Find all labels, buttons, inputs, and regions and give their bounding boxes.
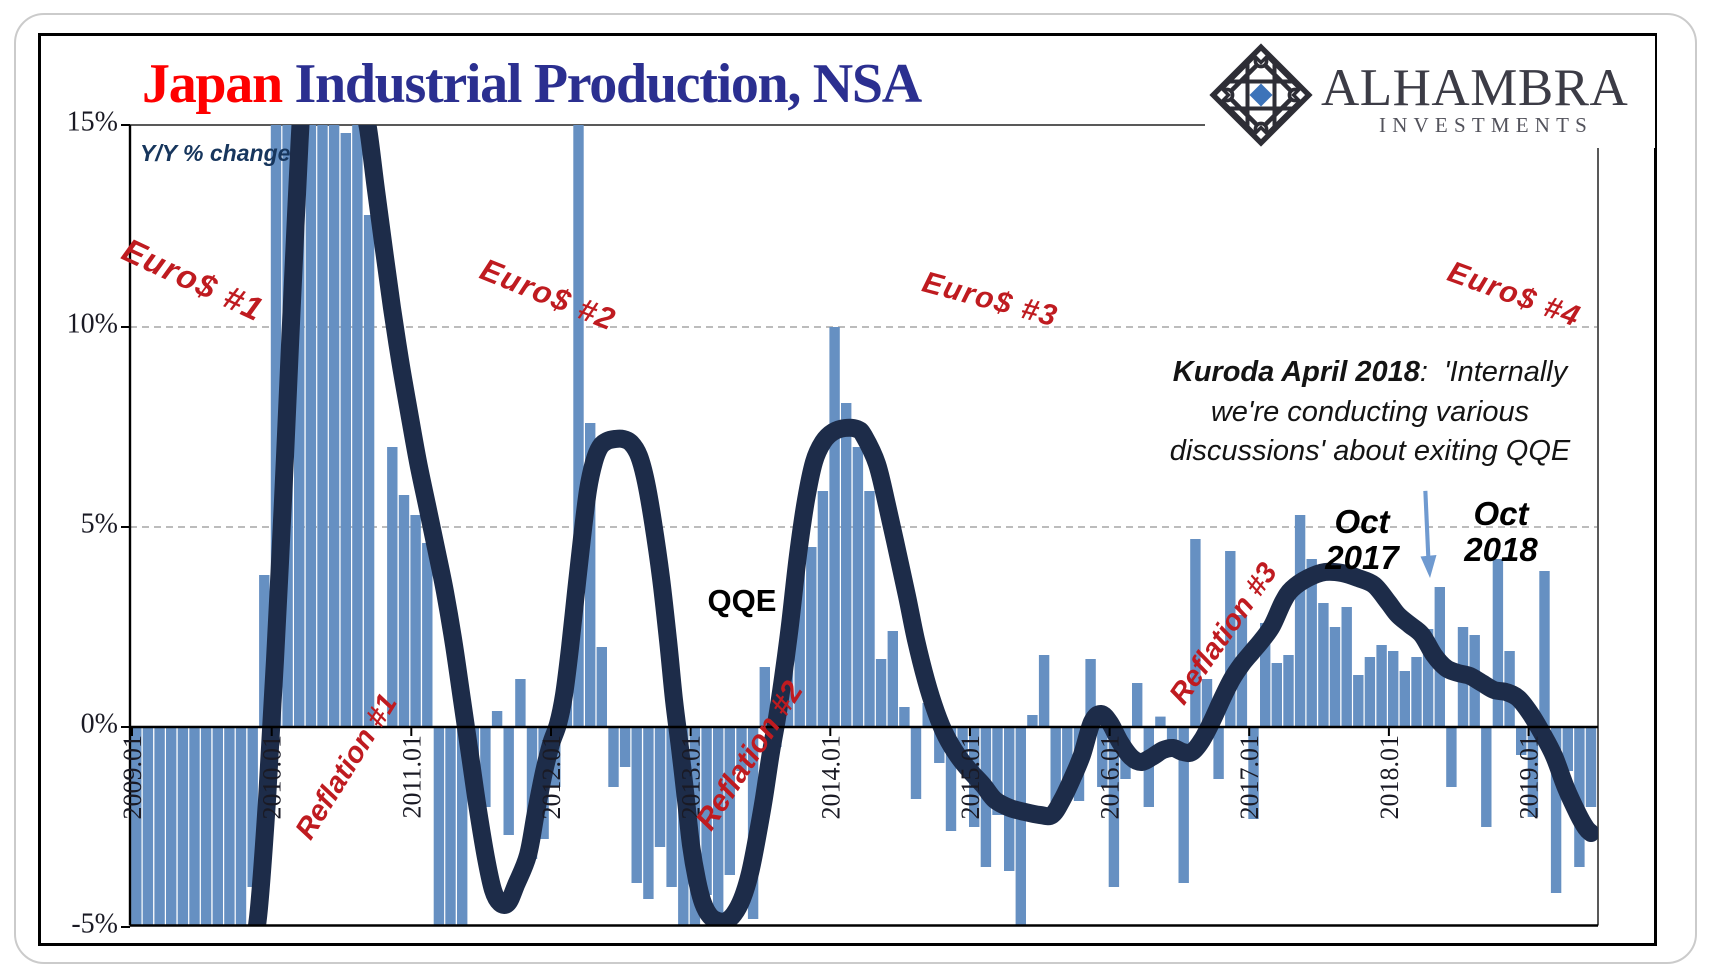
svg-text:2015.01: 2015.01: [956, 735, 985, 820]
svg-text:2019.01: 2019.01: [1515, 735, 1544, 820]
svg-text:2014.01: 2014.01: [816, 735, 845, 820]
svg-text:2010.01: 2010.01: [258, 735, 287, 820]
svg-text:2016.01: 2016.01: [1096, 735, 1125, 820]
svg-text:2018.01: 2018.01: [1375, 735, 1404, 820]
svg-text:2017.01: 2017.01: [1235, 735, 1264, 820]
svg-text:2013.01: 2013.01: [677, 735, 706, 820]
svg-text:2009.01: 2009.01: [118, 735, 147, 820]
svg-text:2012.01: 2012.01: [537, 735, 566, 820]
svg-text:2011.01: 2011.01: [397, 735, 426, 819]
